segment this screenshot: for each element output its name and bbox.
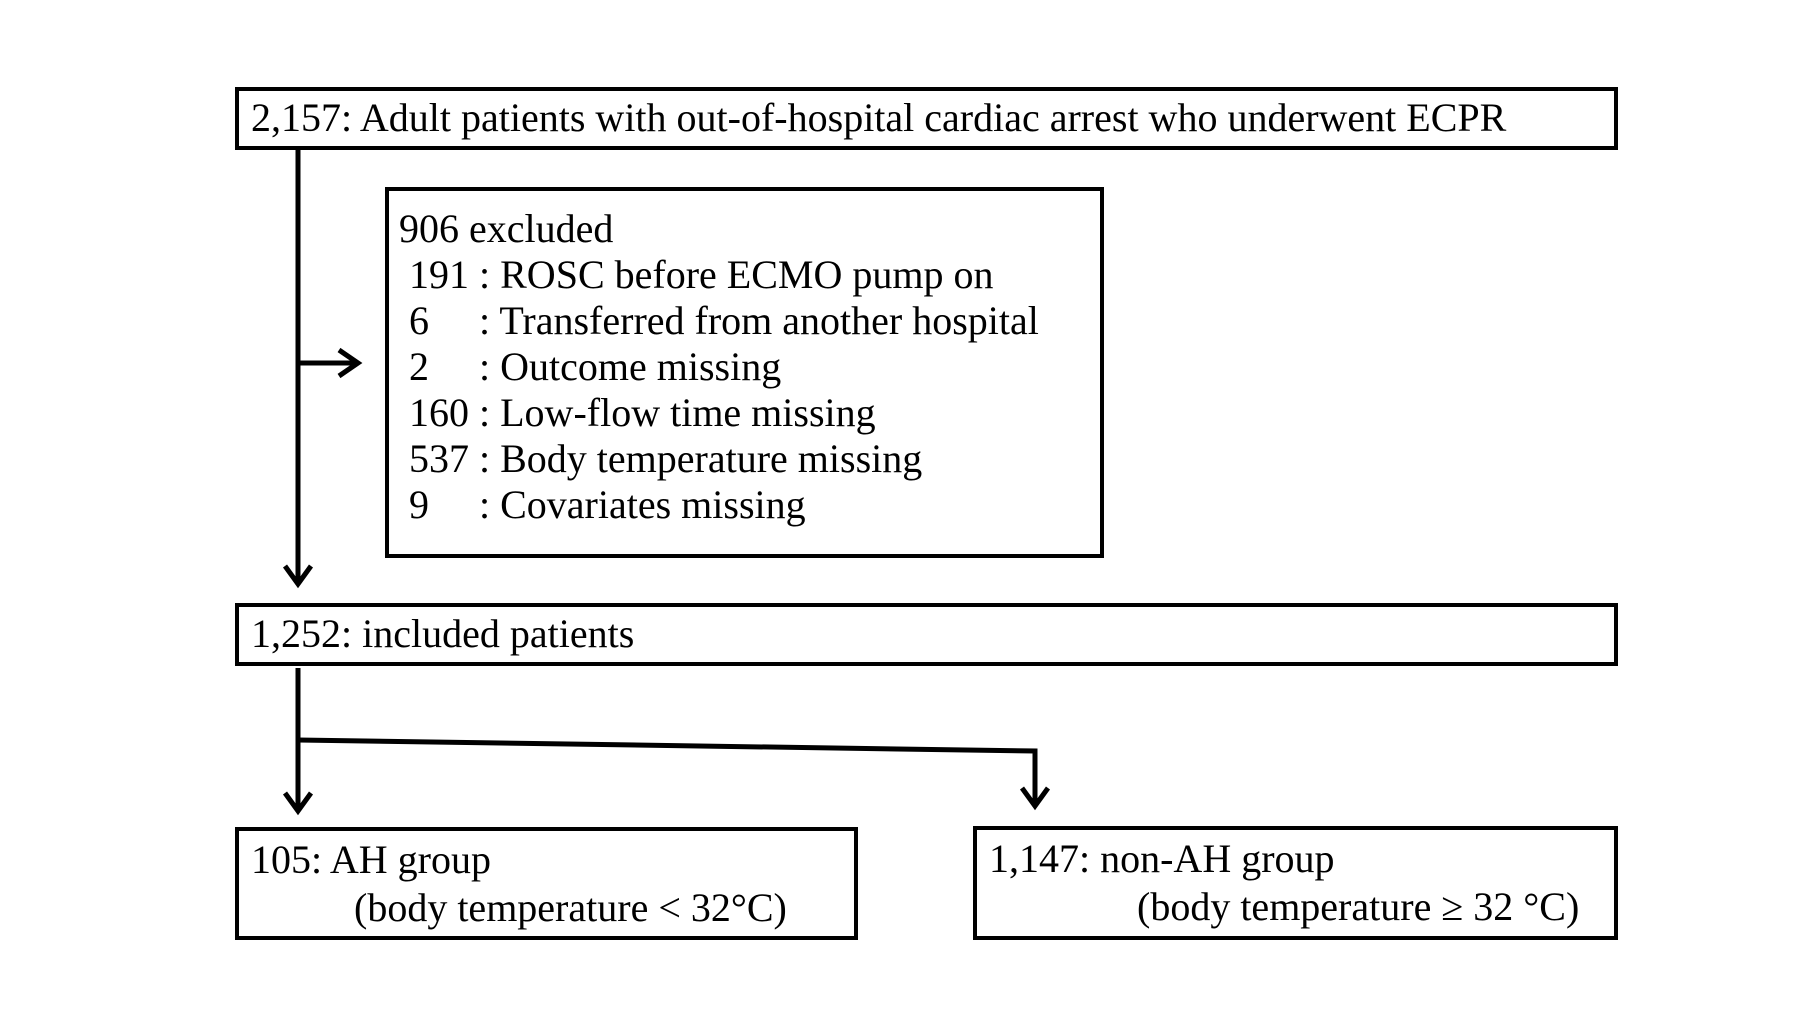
ah-group-box: 105: AH group (body temperature < 32°C): [235, 827, 858, 940]
non-ah-group-title: 1,147: non-AH group: [989, 836, 1335, 881]
excluded-row: 9: Covariates missing: [399, 482, 1092, 528]
excluded-count: 537: [409, 436, 469, 481]
included-box: 1,252: included patients: [235, 603, 1618, 666]
excluded-reason: Low-flow time missing: [500, 390, 876, 435]
arrow-included-to-non-ah: [297, 737, 1051, 811]
excluded-row: 191: ROSC before ECMO pump on: [399, 252, 1092, 298]
excluded-count: 9: [409, 482, 429, 527]
excluded-reason: Outcome missing: [500, 344, 782, 389]
excluded-count: 160: [409, 390, 469, 435]
enrollment-text: 2,157: Adult patients with out-of-hospit…: [251, 95, 1507, 140]
excluded-reason: Transferred from another hospital: [499, 298, 1039, 343]
exclusion-box: 906 excluded 191: ROSC before ECMO pump …: [385, 187, 1104, 558]
excluded-separator: :: [479, 298, 500, 343]
non-ah-group-box: 1,147: non-AH group (body temperature ≥ …: [973, 826, 1618, 940]
excluded-separator: :: [479, 482, 501, 527]
excluded-reason: Covariates missing: [500, 482, 806, 527]
excluded-header: 906 excluded: [399, 206, 614, 251]
excluded-count: 191: [409, 252, 469, 297]
excluded-separator: :: [479, 252, 501, 297]
excluded-separator: :: [479, 344, 501, 389]
excluded-count: 6: [409, 298, 429, 343]
arrow-enrollment-to-included: [282, 150, 314, 589]
excluded-separator: :: [479, 436, 501, 481]
included-text: 1,252: included patients: [251, 611, 635, 656]
ah-group-title: 105: AH group: [251, 837, 491, 882]
non-ah-group-criteria: (body temperature ≥ 32 °C): [1137, 884, 1580, 929]
excluded-reason: ROSC before ECMO pump on: [500, 252, 994, 297]
excluded-row: 6: Transferred from another hospital: [399, 298, 1092, 344]
excluded-separator: :: [479, 390, 501, 435]
excluded-row: 2: Outcome missing: [399, 344, 1092, 390]
excluded-row: 160: Low-flow time missing: [399, 390, 1092, 436]
enrollment-box: 2,157: Adult patients with out-of-hospit…: [235, 87, 1618, 150]
arrow-included-to-ah: [282, 668, 314, 816]
excluded-reason: Body temperature missing: [500, 436, 923, 481]
excluded-row: 537: Body temperature missing: [399, 436, 1092, 482]
ah-group-criteria: (body temperature < 32°C): [354, 885, 787, 930]
excluded-count: 2: [409, 344, 429, 389]
arrow-to-exclusion: [298, 347, 363, 379]
